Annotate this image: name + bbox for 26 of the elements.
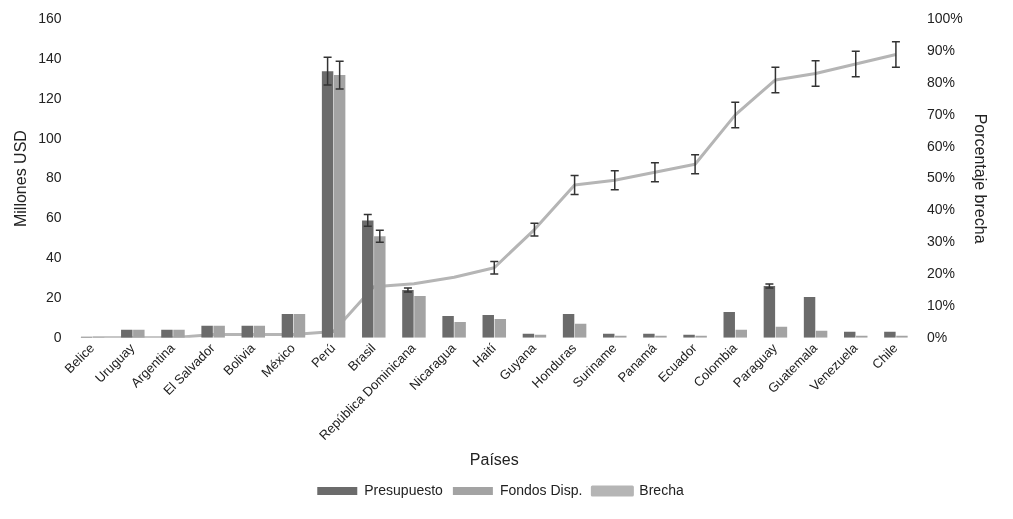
x-axis-title: Países: [469, 450, 519, 468]
legend-label: Fondos Disp.: [499, 481, 583, 498]
y2-tick-label: 100%: [926, 10, 963, 27]
y-tick-label: 100: [38, 129, 62, 146]
y2-tick-label: 50%: [926, 169, 956, 186]
y-tick-label: 0: [53, 328, 62, 345]
y-tick-label: 120: [38, 89, 62, 106]
y-tick-label: 40: [45, 249, 62, 266]
y-tick-label: 60: [45, 209, 62, 226]
y2-axis-title: Porcentaje brecha: [971, 113, 989, 244]
legend-label: Presupuesto: [364, 481, 444, 498]
y2-tick-label: 10%: [926, 296, 956, 313]
y-tick-label: 20: [45, 288, 62, 305]
y2-tick-label: 60%: [926, 137, 956, 154]
legend-label: Brecha: [639, 481, 684, 498]
y-tick-label: 160: [38, 10, 62, 27]
y-tick-label: 80: [45, 169, 62, 186]
y2-tick-label: 30%: [926, 233, 956, 250]
y-axis-title: Millones USD: [12, 130, 30, 228]
y2-tick-label: 90%: [926, 42, 956, 59]
y2-tick-label: 0%: [926, 328, 948, 345]
y2-tick-label: 70%: [926, 105, 956, 122]
y-tick-label: 140: [38, 50, 62, 67]
y2-tick-label: 20%: [926, 264, 956, 281]
y2-tick-label: 80%: [926, 73, 956, 90]
y2-tick-label: 40%: [926, 201, 956, 218]
